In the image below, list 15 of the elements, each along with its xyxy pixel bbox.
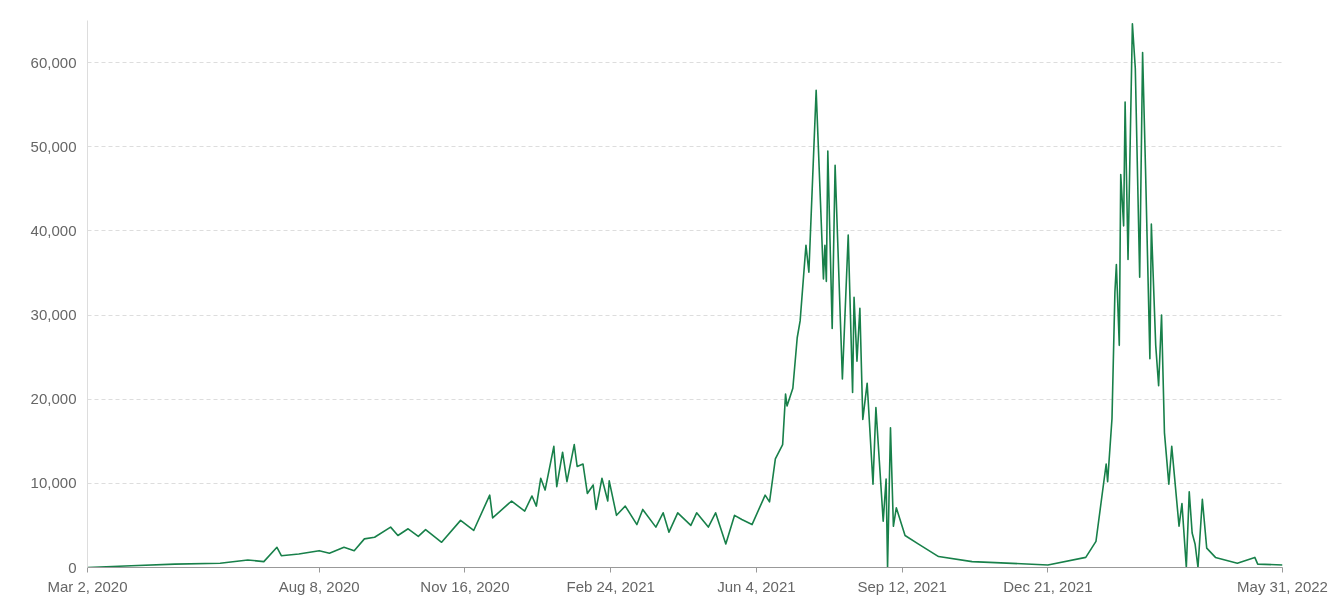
x-tick-label: Feb 24, 2021: [566, 577, 655, 595]
y-tick-label: 0: [68, 558, 77, 576]
y-tick-label: 20,000: [30, 390, 77, 408]
y-tick-label: 30,000: [30, 306, 77, 324]
x-tick-label: Dec 21, 2021: [1003, 577, 1093, 595]
x-tick-label: May 31, 2022: [1237, 577, 1328, 595]
x-tick-label: Jun 4, 2021: [717, 577, 796, 595]
x-tick-label: Nov 16, 2020: [420, 577, 510, 595]
y-tick-label: 50,000: [30, 137, 77, 155]
y-tick-label: 40,000: [30, 221, 77, 239]
x-tick-label: Sep 12, 2021: [857, 577, 947, 595]
x-tick-label: Aug 8, 2020: [278, 577, 360, 595]
y-tick-label: 10,000: [30, 474, 77, 492]
y-tick-label: 60,000: [30, 53, 77, 71]
x-tick-label: Mar 2, 2020: [47, 577, 128, 595]
